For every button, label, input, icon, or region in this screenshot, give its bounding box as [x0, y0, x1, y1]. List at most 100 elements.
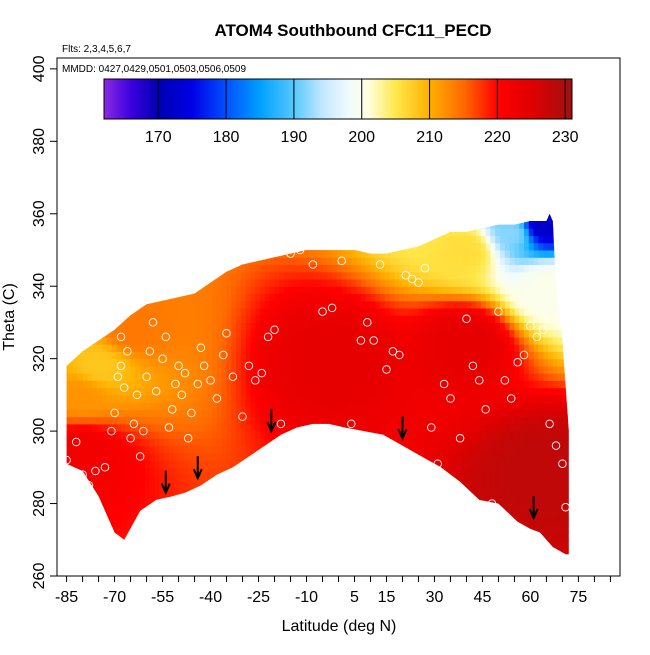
field-cell	[423, 315, 429, 323]
field-cell	[336, 510, 343, 519]
field-cell	[533, 496, 539, 505]
field-cell	[250, 387, 256, 396]
field-cell	[504, 264, 511, 273]
field-cell	[77, 532, 84, 541]
field-cell	[442, 329, 448, 338]
field-cell	[413, 474, 420, 483]
field-cell	[356, 547, 362, 555]
field-cell	[226, 264, 232, 273]
field-cell	[145, 271, 151, 280]
field-cell	[66, 279, 69, 287]
field-cell	[524, 547, 530, 555]
field-cell	[514, 416, 520, 425]
field-cell	[332, 257, 338, 265]
field-cell	[418, 213, 424, 215]
field-cell	[135, 221, 141, 229]
field-cell	[92, 532, 98, 541]
field-cell	[442, 438, 448, 447]
field-cell	[514, 221, 520, 229]
field-cell	[159, 416, 165, 425]
field-cell	[519, 525, 525, 534]
field-cell	[432, 213, 439, 222]
field-cell	[447, 235, 453, 244]
field-cell	[66, 496, 69, 505]
field-cell	[432, 264, 439, 273]
field-cell	[509, 293, 515, 302]
field-cell	[418, 221, 424, 229]
field-cell	[193, 221, 199, 229]
field-cell	[82, 423, 88, 432]
field-cell	[356, 213, 362, 222]
field-cell	[145, 452, 151, 461]
field-cell	[135, 539, 141, 548]
field-cell	[528, 213, 535, 222]
field-cell	[332, 431, 338, 439]
field-cell	[250, 336, 256, 345]
field-cell	[490, 213, 496, 222]
field-cell	[399, 409, 405, 418]
field-cell	[130, 322, 136, 331]
field-cell	[490, 423, 496, 432]
field-cell	[394, 358, 400, 367]
field-cell	[221, 547, 228, 555]
field-cell	[77, 279, 84, 287]
field-cell	[92, 496, 98, 505]
field-cell	[240, 489, 247, 497]
field-cell	[375, 438, 381, 447]
field-cell	[303, 474, 309, 483]
field-cell	[317, 416, 324, 425]
field-cell	[423, 438, 429, 447]
field-cell	[260, 518, 266, 526]
field-cell	[279, 221, 285, 229]
field-cell	[322, 315, 328, 323]
field-cell	[303, 380, 309, 389]
field-cell	[236, 518, 242, 526]
field-cell	[404, 402, 410, 410]
field-cell	[284, 452, 290, 461]
field-cell	[447, 358, 453, 367]
field-cell	[135, 373, 141, 381]
field-cell	[351, 474, 357, 483]
field-cell	[480, 503, 487, 512]
field-cell	[106, 554, 112, 555]
field-cell	[437, 351, 444, 360]
field-cell	[476, 315, 482, 323]
field-cell	[456, 293, 463, 302]
field-cell	[164, 279, 170, 287]
field-cell	[130, 271, 136, 280]
field-cell	[77, 257, 84, 265]
field-cell	[480, 257, 487, 265]
field-cell	[322, 489, 328, 497]
field-cell	[332, 387, 338, 396]
field-cell	[471, 547, 477, 555]
field-cell	[279, 271, 285, 280]
field-cell	[245, 242, 252, 251]
field-cell	[221, 452, 228, 461]
field-cell	[87, 365, 93, 374]
field-cell	[111, 445, 117, 454]
field-cell	[442, 351, 448, 360]
field-cell	[317, 445, 324, 454]
field-cell	[77, 416, 84, 425]
field-cell	[356, 358, 362, 367]
field-cell	[77, 380, 84, 389]
field-cell	[97, 235, 103, 244]
field-cell	[370, 460, 376, 468]
field-cell	[149, 394, 156, 403]
field-cell	[212, 257, 218, 265]
field-cell	[485, 438, 491, 447]
field-cell	[322, 264, 328, 273]
field-cell	[101, 213, 108, 215]
field-cell	[346, 380, 352, 389]
field-cell	[197, 307, 204, 316]
field-cell	[514, 394, 520, 403]
field-cell	[432, 445, 439, 454]
field-cell	[389, 452, 396, 461]
field-cell	[356, 431, 362, 439]
field-cell	[408, 423, 415, 432]
field-cell	[298, 467, 304, 476]
field-cell	[97, 228, 103, 237]
field-cell	[159, 394, 165, 403]
field-cell	[293, 293, 300, 302]
field-cell	[121, 329, 127, 338]
